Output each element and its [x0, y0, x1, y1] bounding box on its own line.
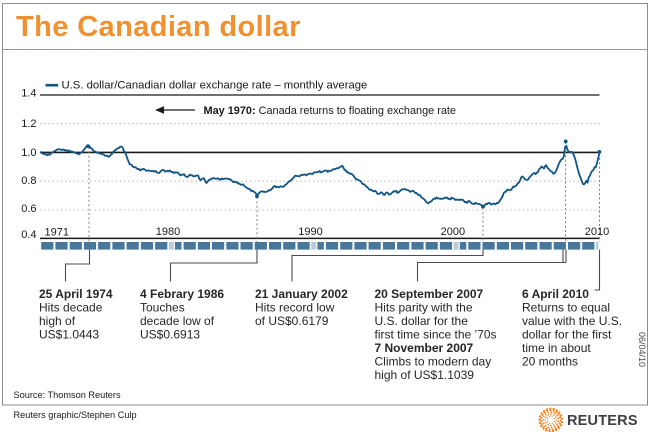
svg-text:4 Febrary 1986: 4 Febrary 1986: [140, 287, 224, 301]
svg-text:decade low of: decade low of: [140, 314, 215, 328]
svg-text:1980: 1980: [156, 226, 180, 238]
svg-text:Climbs to modern day: Climbs to modern day: [375, 355, 492, 369]
svg-text:Source: Thomson Reuters: Source: Thomson Reuters: [14, 390, 121, 400]
svg-text:US$0.6913: US$0.6913: [140, 328, 200, 342]
svg-text:Reuters graphic/Stephen Culp: Reuters graphic/Stephen Culp: [14, 410, 137, 420]
svg-text:The Canadian dollar: The Canadian dollar: [16, 11, 301, 43]
svg-text:US$1.0443: US$1.0443: [39, 328, 99, 342]
svg-text:0.6: 0.6: [21, 203, 36, 215]
svg-text:21 January 2002: 21 January 2002: [255, 287, 348, 301]
svg-text:2000: 2000: [441, 226, 465, 238]
svg-text:U.S. dollar for the: U.S. dollar for the: [375, 314, 469, 328]
svg-text:dollar for the first: dollar for the first: [522, 328, 612, 342]
svg-text:Hits record low: Hits record low: [255, 301, 335, 315]
svg-text:high of: high of: [39, 314, 76, 328]
svg-text:value with the U.S.: value with the U.S.: [522, 314, 622, 328]
svg-text:Hits decade: Hits decade: [39, 301, 103, 315]
svg-text:Touches: Touches: [140, 301, 185, 315]
svg-text:06/04/10: 06/04/10: [637, 332, 647, 367]
svg-text:6 April 2010: 6 April 2010: [522, 287, 589, 301]
svg-text:U.S. dollar/Canadian dollar ex: U.S. dollar/Canadian dollar exchange rat…: [62, 80, 368, 92]
svg-text:20 September 2007: 20 September 2007: [375, 287, 484, 301]
svg-text:1990: 1990: [298, 226, 322, 238]
svg-text:time in about: time in about: [522, 341, 591, 355]
svg-text:of US$0.6179: of US$0.6179: [255, 314, 329, 328]
svg-text:REUTERS: REUTERS: [567, 413, 638, 429]
svg-text:first time since the ’70s: first time since the ’70s: [375, 328, 497, 342]
svg-text:0.4: 0.4: [21, 229, 36, 241]
svg-text:1.0: 1.0: [21, 147, 36, 159]
svg-text:20 months: 20 months: [522, 355, 578, 369]
svg-text:Hits parity with the: Hits parity with the: [375, 301, 473, 315]
svg-text:1971: 1971: [45, 227, 69, 239]
svg-text:high of US$1.1039: high of US$1.1039: [375, 368, 475, 382]
svg-text:Returns to equal: Returns to equal: [522, 301, 610, 315]
svg-text:0.8: 0.8: [21, 175, 36, 187]
svg-text:2010: 2010: [585, 226, 609, 238]
svg-text:1.2: 1.2: [21, 118, 36, 130]
svg-text:7 November 2007: 7 November 2007: [375, 341, 474, 355]
svg-text:25 April 1974: 25 April 1974: [39, 287, 113, 301]
svg-text:May 1970: Canada returns to fl: May 1970: Canada returns to floating exc…: [204, 105, 456, 117]
svg-text:1.4: 1.4: [21, 88, 36, 100]
